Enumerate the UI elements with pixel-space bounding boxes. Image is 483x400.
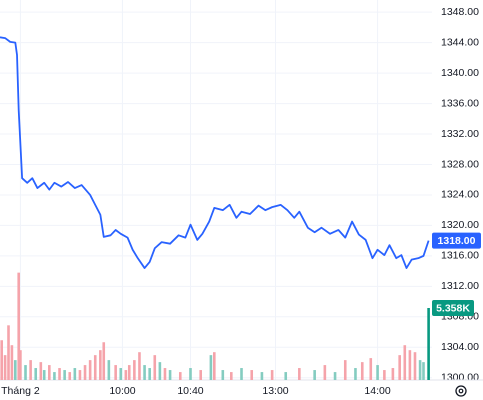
volume-bar bbox=[29, 360, 32, 380]
volume-bar bbox=[58, 368, 61, 380]
y-tick-label: 1328.00 bbox=[441, 158, 479, 170]
volume-bar bbox=[14, 360, 17, 380]
y-tick-label: 1348.00 bbox=[441, 6, 479, 18]
volume-bar bbox=[163, 368, 167, 380]
volume-bar bbox=[240, 368, 243, 380]
volume-bar bbox=[93, 355, 97, 380]
volume-bar bbox=[178, 372, 182, 380]
x-tick-label: Tháng 2 bbox=[1, 385, 40, 397]
volume-bar bbox=[114, 365, 117, 380]
volume-bar bbox=[427, 308, 430, 380]
x-tick-label: 14:00 bbox=[364, 385, 390, 397]
volume-bar bbox=[63, 370, 66, 380]
volume-bar bbox=[119, 368, 123, 380]
volume-bar bbox=[168, 370, 172, 380]
y-tick-label: 1332.00 bbox=[441, 128, 479, 140]
volume-bar bbox=[221, 370, 225, 380]
price-line bbox=[0, 36, 430, 269]
volume-bar bbox=[17, 272, 21, 380]
y-tick-label: 1316.00 bbox=[441, 250, 479, 262]
y-tick-label: 1324.00 bbox=[441, 189, 479, 201]
y-tick-label: 1336.00 bbox=[441, 97, 479, 109]
volume-bar bbox=[34, 368, 38, 380]
volume-bar bbox=[10, 345, 14, 380]
volume-bar bbox=[148, 368, 151, 380]
volume-bar bbox=[153, 355, 157, 380]
volume-bar bbox=[102, 342, 106, 380]
volume-bar bbox=[73, 368, 77, 380]
volume-bar bbox=[313, 370, 316, 380]
volume-bar bbox=[7, 325, 10, 380]
volume-bar bbox=[158, 362, 162, 380]
volume-bar bbox=[422, 362, 425, 380]
volume-bar bbox=[42, 370, 46, 380]
y-tick-label: 1300.00 bbox=[441, 371, 479, 383]
volume-bar bbox=[48, 365, 51, 380]
volume-bar bbox=[376, 365, 379, 380]
volume-bar bbox=[369, 358, 373, 380]
volume-bar bbox=[78, 370, 82, 380]
volume-bar bbox=[250, 370, 254, 380]
volume-bar bbox=[260, 372, 264, 380]
volume-bar bbox=[212, 352, 216, 380]
volume-badge-bg bbox=[432, 300, 474, 317]
volume-bar bbox=[199, 370, 202, 380]
volume-bar bbox=[143, 365, 146, 380]
volume-bar bbox=[323, 365, 327, 380]
volume-bar bbox=[53, 372, 56, 380]
x-tick-label: 10:40 bbox=[177, 385, 203, 397]
volume-bar bbox=[333, 372, 337, 380]
settings-icon[interactable] bbox=[455, 385, 467, 397]
volume-bar bbox=[24, 365, 27, 380]
volume-bar bbox=[99, 350, 102, 380]
volume-bar bbox=[138, 352, 141, 380]
y-tick-label: 1320.00 bbox=[441, 219, 479, 231]
gear-inner[interactable] bbox=[458, 388, 464, 394]
volume-bar bbox=[418, 360, 422, 380]
volume-bar bbox=[209, 355, 213, 380]
volume-bar bbox=[107, 360, 111, 380]
volume-bar bbox=[398, 355, 401, 380]
volume-badge: 5.358K bbox=[432, 300, 474, 317]
y-tick-label: 1344.00 bbox=[441, 36, 479, 48]
volume-bar bbox=[298, 368, 301, 380]
y-tick-label: 1340.00 bbox=[441, 67, 479, 79]
volume-bar bbox=[19, 350, 22, 380]
price-badge-label: 1318.00 bbox=[438, 235, 476, 247]
volume-bar bbox=[133, 360, 136, 380]
volume-bar bbox=[270, 370, 274, 380]
volume-bar bbox=[413, 352, 417, 380]
volume-bar bbox=[391, 368, 395, 380]
volume-bar bbox=[354, 368, 357, 380]
volume-bar bbox=[127, 365, 131, 380]
x-tick-label: 13:00 bbox=[262, 385, 288, 397]
volume-bar bbox=[360, 362, 364, 380]
volume-bar bbox=[408, 350, 412, 380]
volume-bar bbox=[0, 340, 4, 380]
y-tick-label: 1304.00 bbox=[441, 341, 479, 353]
volume-bar bbox=[88, 360, 92, 380]
volume-bar bbox=[68, 372, 72, 380]
volume-bar bbox=[343, 360, 347, 380]
x-tick-label: 10:00 bbox=[109, 385, 135, 397]
volume-badge-label: 5.358K bbox=[436, 302, 470, 314]
volume-bar bbox=[3, 355, 7, 380]
price-badge-bg bbox=[432, 232, 481, 249]
volume-bar bbox=[83, 365, 87, 380]
volume-bar bbox=[39, 362, 43, 380]
volume-bar bbox=[124, 370, 128, 380]
volume-bar bbox=[189, 368, 192, 380]
price-badge: 1318.00 bbox=[432, 232, 481, 249]
y-tick-label: 1312.00 bbox=[441, 280, 479, 292]
volume-bar bbox=[403, 345, 407, 380]
volume-bar bbox=[284, 372, 288, 380]
volume-bar bbox=[230, 372, 233, 380]
volume-bar bbox=[383, 370, 386, 380]
gear-outer[interactable] bbox=[455, 385, 467, 397]
